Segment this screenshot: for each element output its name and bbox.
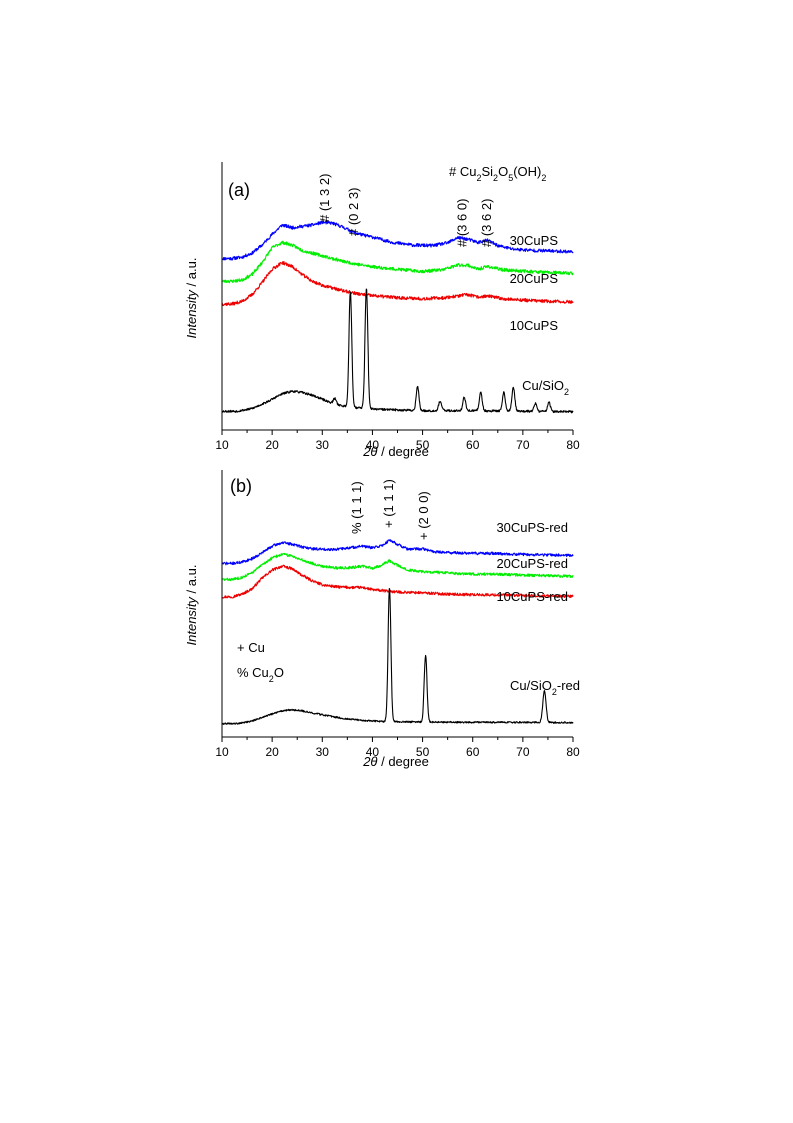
series-line-2 — [221, 552, 574, 582]
series-label-4: Cu/SiO2 — [522, 378, 569, 397]
series-label-4: Cu/SiO2-red — [510, 678, 580, 697]
series-label-3: 10CuPS — [510, 318, 559, 333]
series-label-3: 10CuPS-red — [496, 589, 568, 604]
panel-b: (b) + Cu % Cu2O 10 20 30 40 50 60 70 80 30CuPS-… — [184, 470, 580, 769]
series-line-3 — [221, 564, 574, 599]
series-label-1: 30CuPS-red — [496, 520, 568, 535]
x-axis-label: 2θ / degree — [362, 444, 429, 459]
series-line-3 — [221, 261, 574, 307]
x-tick-label: 80 — [566, 745, 580, 759]
x-tick-label: 20 — [265, 745, 279, 759]
x-tick-label: 70 — [516, 745, 530, 759]
x-axis-label: 2θ / degree — [362, 754, 429, 769]
phase-legend-cu2si2o5oh2: # Cu2Si2O5(OH)2 — [449, 164, 546, 183]
series-label-2: 20CuPS — [510, 271, 559, 286]
peak-annotation: # (1 3 2) — [317, 174, 332, 222]
x-tick-label: 70 — [516, 438, 530, 452]
panel-label-a: (a) — [228, 180, 250, 200]
x-tick-label: 80 — [566, 438, 580, 452]
x-tick-label: 20 — [265, 438, 279, 452]
peak-annotation: # (3 6 2) — [479, 199, 494, 247]
x-tick-label: 60 — [466, 745, 480, 759]
x-tick-label: 50 — [416, 438, 430, 452]
series-line-4 — [221, 587, 574, 725]
x-tick-label: 40 — [366, 745, 380, 759]
x-tick-label: 60 — [466, 438, 480, 452]
peak-annotation: # (3 6 0) — [455, 199, 470, 247]
series-line-1 — [221, 539, 574, 566]
x-tick-label: 40 — [366, 438, 380, 452]
series-label-1: 30CuPS — [510, 233, 559, 248]
series-line-4 — [221, 288, 574, 414]
panel-a: (a) # Cu2Si2O5(OH)2 10 20 30 40 50 60 70 80 30C… — [184, 162, 580, 459]
x-tick-label: 10 — [215, 438, 229, 452]
legend-cu2o: % Cu2O — [237, 665, 284, 684]
series-label-2: 20CuPS-red — [496, 556, 568, 571]
x-tick-label: 30 — [316, 438, 330, 452]
x-tick-label: 10 — [215, 745, 229, 759]
series-line-1 — [221, 220, 574, 261]
peak-annotation: # (0 2 3) — [346, 188, 361, 236]
y-axis-label: Intensity / a.u. — [184, 565, 199, 646]
series-line-2 — [221, 240, 574, 284]
panel-label-b: (b) — [230, 476, 252, 496]
x-tick-label: 30 — [316, 745, 330, 759]
peak-annotation: % (1 1 1) — [349, 481, 364, 534]
y-axis-label: Intensity / a.u. — [184, 258, 199, 339]
legend-cu: + Cu — [237, 640, 265, 655]
peak-annotation: + (1 1 1) — [381, 479, 396, 528]
x-tick-label: 50 — [416, 745, 430, 759]
peak-annotation: + (2 0 0) — [416, 491, 431, 540]
